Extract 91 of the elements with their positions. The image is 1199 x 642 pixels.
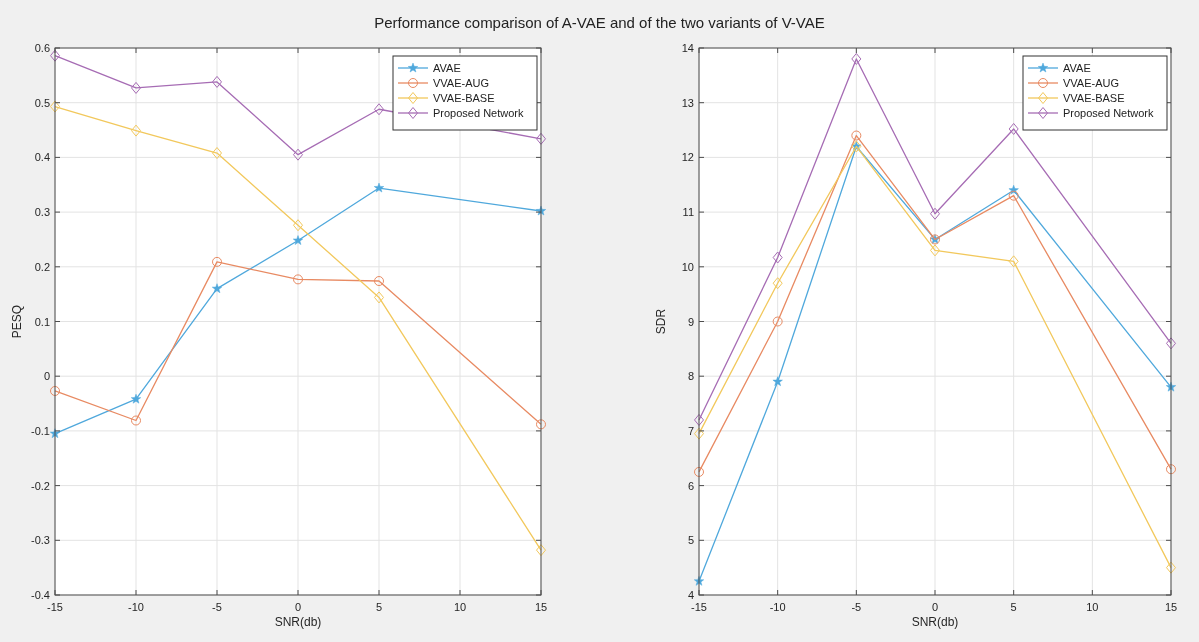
point	[772, 316, 783, 327]
point	[930, 207, 940, 220]
point	[373, 182, 385, 193]
point	[694, 427, 704, 440]
y-tick-label: 0.2	[34, 260, 50, 273]
x-tick-label: -5	[851, 601, 862, 613]
y-tick-label: 0.5	[34, 96, 50, 109]
y-tick-label: 10	[681, 260, 694, 273]
point	[131, 81, 141, 94]
legend-label: VVAE-BASE	[1063, 92, 1125, 104]
y-tick-label: 0.1	[34, 315, 50, 328]
x-tick-label: -10	[128, 601, 144, 613]
y-tick-label: 8	[687, 370, 694, 383]
point	[374, 276, 384, 287]
point	[536, 419, 546, 430]
y-tick-label: 0.3	[34, 206, 50, 219]
point	[694, 413, 704, 426]
point	[374, 291, 384, 304]
y-tick-label: 5	[687, 534, 694, 547]
point	[131, 124, 141, 137]
x-tick-label: 5	[375, 601, 383, 613]
x-tick-label: 0	[294, 601, 302, 613]
x-tick-label: 15	[1164, 601, 1178, 613]
point	[1166, 337, 1176, 350]
text: Performance comparison of A-VAE and of the two variants of V-VAE	[374, 14, 825, 31]
legend-label: VVAE-BASE	[433, 92, 495, 104]
legend-label: VVAE-AUG	[1063, 77, 1120, 89]
legend-label: VVAE-AUG	[433, 77, 490, 89]
point	[293, 148, 303, 161]
legend-label: AVAE	[1063, 62, 1091, 74]
point	[131, 415, 141, 426]
point	[930, 244, 940, 257]
point	[851, 130, 862, 141]
x-axis-title: SNR(db)	[274, 615, 322, 629]
y-tick-label: 9	[687, 315, 694, 328]
y-tick-label: 7	[687, 424, 694, 437]
point	[536, 544, 546, 557]
y-tick-label: 12	[681, 151, 694, 164]
x-tick-label: -5	[212, 601, 222, 613]
point	[1165, 381, 1177, 392]
y-tick-label: 14	[681, 42, 694, 54]
point	[293, 219, 303, 232]
point	[772, 376, 783, 386]
point	[1008, 122, 1019, 135]
x-tick-label: -15	[47, 601, 63, 613]
y-tick-label: 13	[681, 96, 694, 109]
point	[694, 466, 704, 477]
point	[212, 75, 222, 88]
y-tick-label: -0.4	[31, 589, 50, 601]
y-tick-label: 0.6	[34, 42, 50, 54]
y-tick-label: 4	[687, 589, 694, 601]
point	[374, 103, 384, 116]
point	[292, 235, 304, 245]
point	[536, 132, 546, 145]
y-tick-label: 0.4	[34, 151, 50, 164]
y-tick-label: -0.1	[31, 424, 50, 437]
point	[212, 256, 222, 267]
point	[1008, 255, 1019, 268]
point	[851, 52, 862, 65]
y-tick-label: 11	[682, 206, 694, 219]
point	[49, 428, 61, 438]
x-tick-label: 5	[1010, 601, 1017, 613]
x-tick-label: 15	[534, 601, 548, 613]
point	[50, 49, 60, 62]
legend-label: Proposed Network	[433, 107, 524, 119]
point	[212, 147, 222, 160]
y-tick-label: -0.2	[31, 479, 50, 492]
x-tick-label: 0	[931, 601, 939, 613]
legend-label: AVAE	[433, 62, 461, 74]
point	[1008, 190, 1019, 201]
x-tick-label: -10	[769, 601, 786, 613]
y-tick-label: -0.3	[31, 534, 50, 547]
point	[1166, 464, 1176, 475]
x-tick-label: 10	[1086, 601, 1099, 613]
point	[50, 100, 60, 113]
legend-label: Proposed Network	[1063, 107, 1154, 119]
point	[1166, 561, 1176, 574]
x-axis-title: SNR(db)	[911, 615, 959, 629]
x-tick-label: -15	[691, 601, 707, 613]
point	[772, 277, 783, 290]
y-tick-label: 0	[43, 370, 50, 383]
x-tick-label: 10	[453, 601, 467, 613]
point	[130, 393, 142, 404]
y-tick-label: 6	[687, 479, 694, 492]
point	[50, 385, 60, 396]
y-axis-title: SDR	[654, 308, 668, 335]
y-axis-title: PESQ	[10, 304, 24, 339]
point	[293, 274, 303, 285]
point	[211, 283, 223, 293]
point	[693, 576, 705, 586]
point	[772, 251, 783, 264]
